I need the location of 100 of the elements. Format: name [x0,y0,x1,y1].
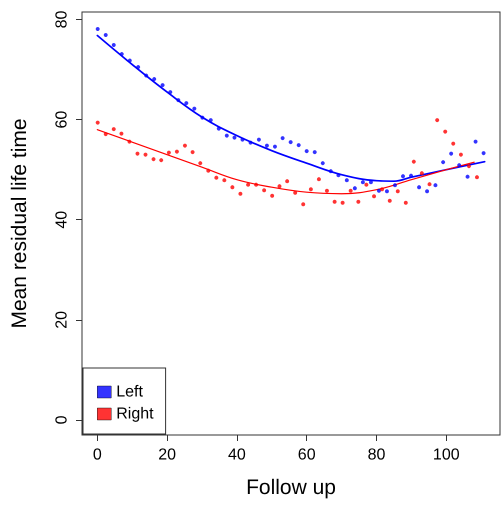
point [232,136,236,140]
x-tick-label: 40 [228,446,246,464]
point [182,144,187,148]
y-axis-title: Mean residual life time [8,118,31,329]
y-tick-label: 20 [54,310,70,329]
point [104,132,108,136]
point [198,161,202,166]
point [230,185,234,190]
y-tick-label: 80 [54,10,70,28]
point [104,33,108,38]
point [136,65,140,70]
point [152,77,156,82]
point [224,134,229,138]
point [208,118,213,122]
point [336,173,340,178]
point [449,152,454,156]
point [304,149,309,154]
point [120,52,124,56]
point [396,189,400,194]
point [192,106,196,111]
point [96,120,100,125]
x-tick-label: 20 [158,446,176,464]
point [466,174,470,179]
point [270,194,274,198]
point [482,151,486,156]
point [443,130,448,134]
point [474,175,479,180]
point [152,157,156,162]
y-tick-label: 0 [54,415,70,424]
point [264,144,269,148]
point [159,158,164,162]
point [420,171,424,176]
x-tick-label: 0 [92,446,102,464]
point [324,188,329,193]
point [435,118,440,122]
point [344,178,349,182]
point [457,163,462,168]
point [240,138,244,142]
point [280,136,285,140]
point [256,138,261,142]
point [285,179,290,184]
point [216,126,221,131]
point [176,98,180,102]
point [174,150,179,154]
point [128,58,132,63]
point [112,127,116,132]
y-tick-label: 40 [54,210,70,229]
point [428,182,432,186]
point [254,182,258,187]
point [404,200,408,205]
point [441,160,446,164]
point [184,101,188,106]
point [206,168,210,173]
point [474,140,478,144]
point [384,189,389,194]
point [388,198,392,203]
point [200,116,204,120]
point [380,187,384,192]
point [372,194,376,198]
point [364,182,368,187]
point [214,176,218,180]
point [144,74,148,78]
y-tick-label: 60 [54,110,70,129]
point [168,90,172,94]
point [308,187,313,192]
point [312,150,317,154]
point [392,183,397,188]
point [238,192,242,196]
point [348,188,353,193]
point [296,143,301,148]
point [356,200,360,204]
point [166,150,171,155]
point [160,83,165,88]
x-tick-label: 80 [368,446,386,464]
point [360,180,365,184]
point [417,185,422,190]
point [190,150,195,154]
point [340,200,345,205]
point [277,184,282,188]
point [316,177,321,182]
point [320,161,325,166]
line-series [96,129,475,194]
point [119,132,124,136]
point [135,152,140,156]
legend-label: Right [116,406,154,422]
point [412,160,416,164]
point [451,142,456,146]
point [96,27,100,32]
point [272,144,277,149]
point [248,140,253,145]
point [433,183,438,188]
x-axis-title: Follow up [246,476,336,499]
x-tick-label: 60 [298,446,316,464]
point [352,186,357,190]
legend-label: Left [116,384,144,400]
point [222,178,226,182]
point [332,200,337,204]
point [288,140,293,144]
point [328,169,333,174]
point [293,190,298,195]
